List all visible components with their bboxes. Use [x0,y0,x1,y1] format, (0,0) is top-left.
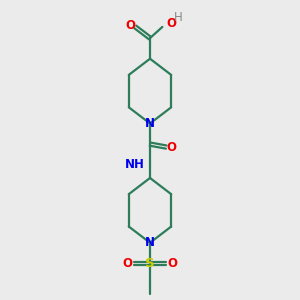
Text: N: N [145,117,155,130]
Text: O: O [168,257,178,270]
Text: O: O [167,17,177,30]
Text: O: O [122,257,132,270]
Text: N: N [145,236,155,249]
Text: O: O [167,141,176,154]
Text: NH: NH [125,158,145,171]
Text: H: H [174,11,182,24]
Text: O: O [125,19,135,32]
Text: S: S [145,257,155,270]
